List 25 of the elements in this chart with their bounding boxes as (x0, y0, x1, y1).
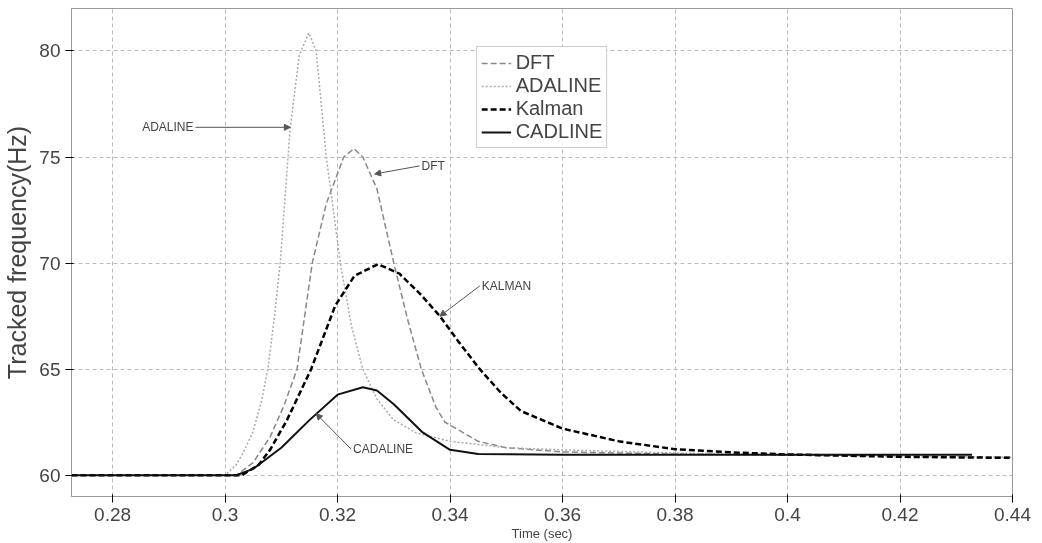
annotation: DFT (421, 158, 446, 173)
x-tick-label: 0.3 (211, 503, 239, 525)
y-tick-label: 60 (39, 464, 61, 486)
y-tick-label: 70 (39, 252, 61, 274)
legend-label: Kalman (515, 97, 584, 120)
x-tick-label: 0.38 (656, 503, 694, 525)
x-axis-title: Time (sec) (511, 525, 573, 541)
x-tick-label: 0.34 (431, 503, 469, 525)
annotation: CADALINE (353, 442, 414, 457)
annotation: KALMAN (481, 278, 532, 293)
legend-label: ADALINE (515, 74, 602, 97)
x-tick-label: 0.28 (94, 503, 132, 525)
y-tick-label: 75 (39, 146, 61, 168)
line-series (71, 386, 973, 477)
y-axis-title: Tracked frequency(Hz) (3, 125, 32, 380)
y-tick-label: 80 (39, 40, 61, 62)
y-tick-label: 65 (39, 358, 61, 380)
x-tick-label: 0.36 (544, 503, 582, 525)
x-tick-label: 0.4 (774, 503, 802, 525)
x-tick-label: 0.42 (881, 503, 919, 525)
legend-label: CADLINE (515, 120, 603, 143)
x-tick-label: 0.44 (994, 503, 1032, 525)
annotation: ADALINE (142, 120, 194, 135)
legend-label: DFT (515, 51, 555, 74)
x-tick-label: 0.32 (319, 503, 357, 525)
